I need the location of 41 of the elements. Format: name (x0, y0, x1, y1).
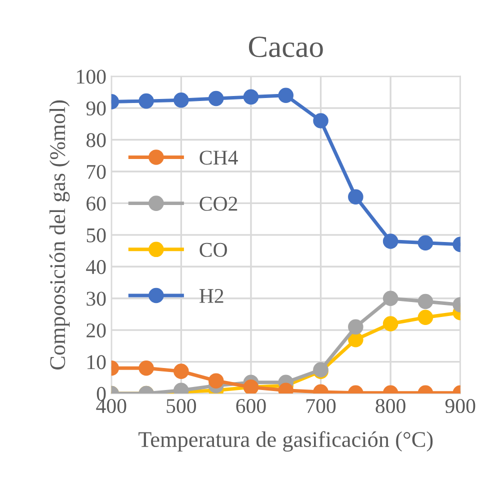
x-tick-label: 400 (96, 398, 126, 414)
chart-title: Cacao (248, 36, 323, 58)
point (382, 316, 398, 332)
point (418, 294, 434, 310)
y-tick-label: 70 (87, 164, 106, 179)
legend-label: H2 (199, 289, 224, 303)
point (418, 310, 434, 326)
y-tick-label: 10 (88, 355, 106, 370)
legend-label: CH4 (200, 150, 238, 165)
point (208, 90, 224, 106)
x-tick-label: 800 (376, 398, 406, 414)
point (348, 189, 364, 204)
y-axis-title: Compoosición del gas (%mol) (49, 100, 70, 370)
x-axis-title: Temperatura de gasificación (°C) (138, 431, 433, 452)
point (138, 93, 154, 109)
point (313, 113, 328, 128)
point (243, 89, 259, 105)
y-tick-label: 50 (86, 228, 106, 242)
y-tick-label: 30 (86, 292, 106, 306)
legend-label: CO (200, 242, 227, 257)
point (418, 235, 434, 250)
y-tick-label: 80 (86, 133, 106, 148)
x-tick-label: 600 (236, 398, 266, 414)
legend-label: CO2 (200, 196, 238, 211)
y-tick-label: 100 (77, 70, 106, 84)
y-tick-label: 0 (96, 386, 106, 401)
y-tick-label: 90 (86, 101, 106, 116)
x-tick-label: 900 (445, 398, 476, 414)
x-tick-label: 500 (166, 398, 196, 414)
y-tick-label: 40 (86, 260, 106, 274)
y-tick-label: 60 (86, 196, 106, 211)
point (348, 319, 364, 335)
point (382, 290, 398, 306)
point (382, 234, 398, 249)
point (138, 360, 154, 376)
point (278, 88, 294, 103)
y-tick-label: 20 (86, 323, 106, 338)
point (174, 364, 189, 379)
x-tick-label: 700 (306, 398, 336, 414)
point (208, 373, 224, 388)
point (174, 92, 189, 108)
